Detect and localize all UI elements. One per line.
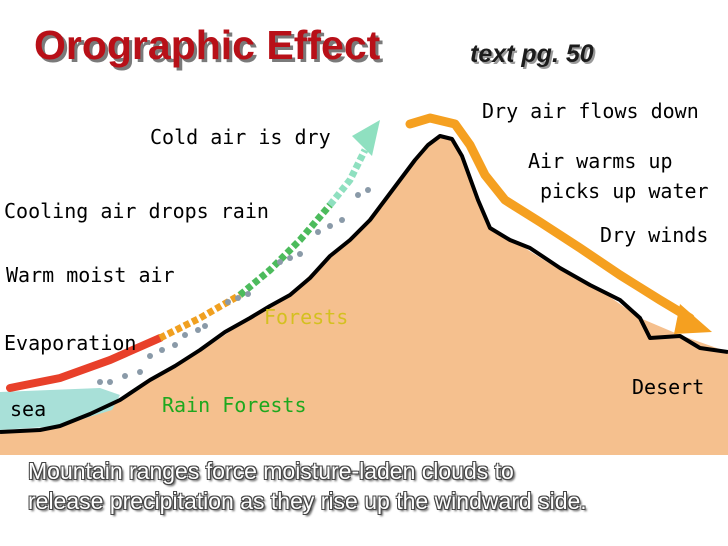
- caption: Mountain ranges force moisture-laden clo…: [28, 456, 728, 516]
- label-sea: sea: [10, 397, 46, 421]
- label-cooling-air: Cooling air drops rain: [4, 199, 269, 223]
- rising-air-green: [237, 202, 333, 298]
- caption-line-2: release precipitation as they rise up th…: [28, 488, 587, 514]
- label-evaporation: Evaporation: [4, 331, 136, 355]
- slide-title: Orographic Effect: [34, 22, 381, 68]
- label-cold-air: Cold air is dry: [150, 125, 331, 149]
- caption-line-1: Mountain ranges force moisture-laden clo…: [28, 458, 514, 484]
- rain-drops: [97, 187, 371, 385]
- label-dry-winds: Dry winds: [600, 223, 708, 247]
- rising-air-cold: [327, 148, 369, 208]
- descending-air-arrowhead: [674, 304, 712, 334]
- mountain: [0, 135, 728, 455]
- label-air-warms-up: Air warms up: [528, 149, 673, 173]
- label-dry-air-flows-down: Dry air flows down: [482, 99, 699, 123]
- label-desert: Desert: [632, 375, 704, 399]
- descending-air: [405, 113, 695, 323]
- textbook-reference: text pg. 50: [470, 40, 594, 68]
- label-forests: Forests: [264, 305, 348, 329]
- rising-air-arrowhead: [352, 120, 380, 156]
- mountain-outline: [0, 134, 728, 434]
- label-warm-moist-air: Warm moist air: [6, 263, 175, 287]
- rising-air-warm: [6, 334, 164, 392]
- sea: [0, 388, 120, 430]
- label-rain-forests: Rain Forests: [162, 393, 307, 417]
- label-picks-up-water: picks up water: [540, 179, 709, 203]
